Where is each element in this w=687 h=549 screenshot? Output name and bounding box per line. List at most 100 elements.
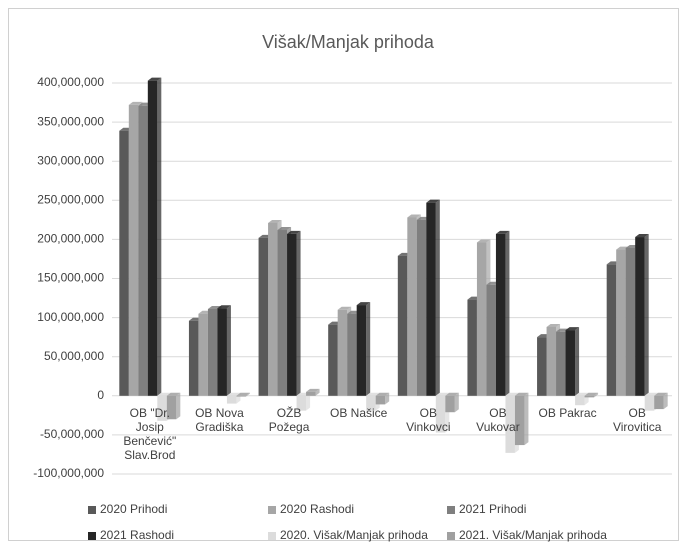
bar-top xyxy=(226,392,241,396)
bar-top xyxy=(505,392,519,396)
bar xyxy=(296,395,307,411)
bar xyxy=(356,305,367,396)
x-tick-label: OB Vukovar xyxy=(476,405,520,434)
bar xyxy=(635,237,645,396)
bar-top xyxy=(407,214,421,218)
x-tick-label: OŽB Požega xyxy=(268,405,310,434)
bar-top xyxy=(575,392,589,396)
bar-top xyxy=(476,239,491,243)
bar-top xyxy=(128,101,143,105)
bar-top xyxy=(514,392,529,396)
bar xyxy=(407,217,417,396)
y-tick-label: 50,000,000 xyxy=(44,349,104,363)
bar-top xyxy=(356,302,371,306)
bar xyxy=(467,299,477,396)
legend-label: 2020. Višak/Manjak prihoda xyxy=(280,528,428,542)
y-tick-label: 0 xyxy=(97,388,104,402)
bar xyxy=(397,255,408,396)
legend-label: 2021. Višak/Manjak prihoda xyxy=(459,528,607,542)
bar xyxy=(258,237,269,396)
bar xyxy=(476,242,487,396)
y-tick-label: 100,000,000 xyxy=(37,310,104,324)
bar xyxy=(505,395,515,453)
bar xyxy=(486,284,496,396)
bar-side xyxy=(454,392,459,413)
bar xyxy=(347,313,357,396)
legend-swatch xyxy=(88,506,96,514)
legend-swatch xyxy=(88,532,96,540)
bar xyxy=(337,309,348,396)
bar-top xyxy=(217,305,231,309)
chart-title: Višak/Manjak prihoda xyxy=(262,32,435,52)
bar-top xyxy=(236,392,250,396)
bar-top xyxy=(426,199,440,203)
legend-label: 2020 Prihodi xyxy=(100,502,167,516)
legend-swatch xyxy=(268,532,276,540)
x-tick-label: OB Nova Gradiška xyxy=(195,405,244,434)
y-tick-label: 350,000,000 xyxy=(37,114,104,128)
bar-top xyxy=(337,306,352,310)
bar xyxy=(217,308,227,396)
legend-label: 2020 Rashodi xyxy=(280,502,354,516)
bar-top xyxy=(366,392,380,396)
bar-side xyxy=(176,392,181,420)
bar xyxy=(157,395,167,421)
x-tick-label: OB Našice xyxy=(330,405,388,420)
bar xyxy=(166,395,177,420)
bar xyxy=(277,230,288,396)
bar-side xyxy=(366,302,371,396)
bar xyxy=(495,233,506,396)
bar xyxy=(514,395,525,446)
bar xyxy=(606,264,617,396)
bar-top xyxy=(495,230,510,234)
bar xyxy=(198,313,208,396)
bar-side xyxy=(644,234,649,396)
bar xyxy=(287,233,297,396)
y-tick-label: 250,000,000 xyxy=(37,192,104,206)
x-tick-label: OB "Dr. Josip Benčević" Slav.Brod xyxy=(123,405,177,462)
bar-side xyxy=(575,327,580,396)
bar xyxy=(236,395,246,397)
bar xyxy=(416,219,427,396)
bar-side xyxy=(524,392,529,446)
bar-side xyxy=(296,230,301,396)
bar xyxy=(306,391,316,396)
chart-border xyxy=(8,8,679,541)
bar-top xyxy=(565,327,580,331)
legend-swatch xyxy=(447,532,455,540)
legend-label: 2021 Rashodi xyxy=(100,528,174,542)
bar xyxy=(654,395,664,410)
bar-side xyxy=(245,392,250,397)
bar xyxy=(226,395,237,404)
bar xyxy=(188,320,199,396)
bar xyxy=(644,395,655,411)
legend-swatch xyxy=(447,506,455,514)
y-tick-label: 200,000,000 xyxy=(37,232,104,246)
bar-top xyxy=(635,234,649,238)
y-tick-label: 300,000,000 xyxy=(37,153,104,167)
bar-top xyxy=(445,392,459,396)
bar-top xyxy=(166,392,181,396)
legend-label: 2021 Prihodi xyxy=(459,502,526,516)
bar xyxy=(147,80,158,396)
x-tick-label: OB Vinkovci xyxy=(406,405,451,434)
bar xyxy=(366,395,376,411)
bar-side xyxy=(226,305,231,396)
y-tick-label: -50,000,000 xyxy=(40,427,104,441)
bar-side xyxy=(157,77,162,396)
x-tick-label: OB Virovitica xyxy=(612,405,662,434)
bar-side xyxy=(663,392,668,410)
bar xyxy=(575,395,585,406)
bar xyxy=(616,249,626,396)
bar-top xyxy=(435,392,450,396)
bar xyxy=(268,222,278,396)
bar xyxy=(128,104,139,396)
bar-top xyxy=(287,230,301,234)
bar xyxy=(426,202,436,396)
bar-top xyxy=(306,388,320,392)
bar-top xyxy=(157,392,171,396)
bar xyxy=(565,330,576,396)
y-tick-label: 150,000,000 xyxy=(37,271,104,285)
bar xyxy=(537,337,547,396)
